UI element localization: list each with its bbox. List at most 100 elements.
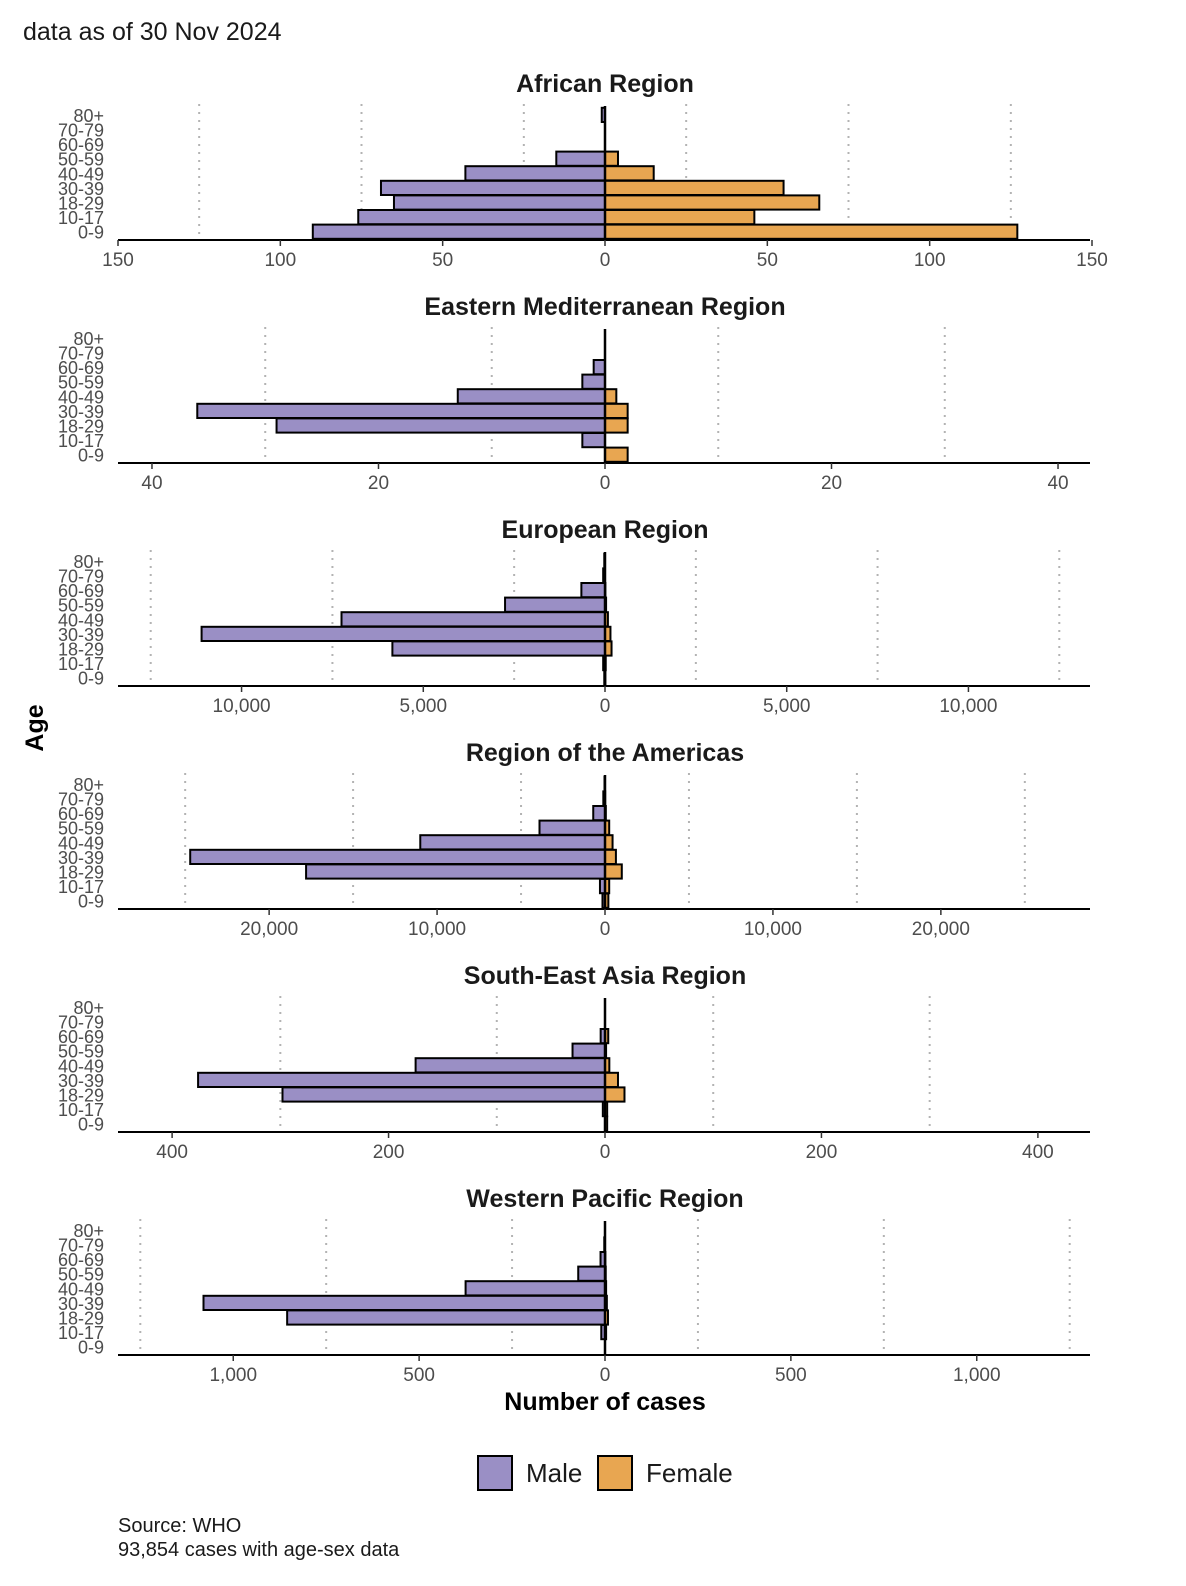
age-tick-label: 70-79 xyxy=(58,121,104,141)
panel-title: Western Pacific Region xyxy=(466,1185,743,1213)
x-tick-label: 500 xyxy=(403,1365,435,1386)
legend-label-female: Female xyxy=(646,1458,733,1488)
age-tick-label: 18-29 xyxy=(58,640,104,660)
age-tick-label: 60-69 xyxy=(58,581,104,601)
age-tick-label: 60-69 xyxy=(58,135,104,155)
bar-male-40-49 xyxy=(464,1280,607,1297)
x-tick-label: 0 xyxy=(600,1142,611,1163)
age-tick-label: 60-69 xyxy=(58,1250,104,1270)
date-note: data as of 30 Nov 2024 xyxy=(23,18,282,46)
x-axis-title: Number of cases xyxy=(504,1388,705,1416)
age-tick-label: 18-29 xyxy=(58,1086,104,1106)
age-tick-label: 0-9 xyxy=(78,1115,104,1135)
source-text: Source: WHO xyxy=(118,1515,242,1537)
x-tick-label: 10,000 xyxy=(213,696,271,717)
x-tick-label: 150 xyxy=(1076,250,1108,271)
bar-female-18-29 xyxy=(604,863,623,880)
bar-male-50-59 xyxy=(555,150,606,167)
age-tick-label: 80+ xyxy=(73,775,104,795)
bar-male-18-29 xyxy=(275,417,606,434)
age-tick-label: 10-17 xyxy=(58,877,104,897)
bar-male-30-39 xyxy=(202,1294,606,1312)
bar-male-40-49 xyxy=(340,611,606,628)
panel-title: European Region xyxy=(502,516,709,544)
age-tick-label: 18-29 xyxy=(58,863,104,883)
x-tick-label: 100 xyxy=(264,250,296,271)
panel: Eastern Mediterranean Region 0-910-1718-2… xyxy=(58,293,1090,494)
x-tick-label: 20 xyxy=(821,473,842,494)
x-tick-label: 20,000 xyxy=(912,919,970,940)
x-tick-label: 1,000 xyxy=(953,1365,1001,1386)
panel: Western Pacific Region 0-910-1718-2930-39… xyxy=(58,1185,1090,1386)
panel-title: Eastern Mediterranean Region xyxy=(424,293,785,321)
panel-title: African Region xyxy=(516,70,694,98)
bar-male-50-59 xyxy=(571,1042,606,1059)
panel-title: South-East Asia Region xyxy=(464,962,746,990)
bar-male-50-59 xyxy=(538,819,606,836)
bar-male-40-49 xyxy=(456,388,607,405)
bar-male-30-39 xyxy=(197,1071,606,1089)
bar-male-18-29 xyxy=(281,1086,606,1103)
age-tick-label: 80+ xyxy=(73,1221,104,1241)
age-tick-label: 18-29 xyxy=(58,417,104,437)
bar-male-40-49 xyxy=(414,1057,606,1074)
panel: European Region 0-910-1718-2930-3940-4950… xyxy=(58,516,1090,717)
age-tick-label: 60-69 xyxy=(58,1027,104,1047)
bar-female-50-59 xyxy=(604,150,619,167)
bar-female-30-39 xyxy=(604,848,617,865)
bar-male-50-59 xyxy=(504,596,606,613)
bar-female-40-49 xyxy=(604,388,618,405)
age-tick-label: 80+ xyxy=(73,106,104,126)
age-tick-label: 50-59 xyxy=(58,1265,104,1285)
bar-male-60-69 xyxy=(580,582,607,599)
age-tick-label: 30-39 xyxy=(58,179,104,199)
age-tick-label: 30-39 xyxy=(58,1294,104,1314)
legend-swatch-male xyxy=(477,1455,513,1491)
x-tick-label: 500 xyxy=(775,1365,807,1386)
x-tick-label: 20 xyxy=(368,473,389,494)
bar-male-40-49 xyxy=(419,834,606,851)
age-tick-label: 80+ xyxy=(73,998,104,1018)
age-tick-label: 40-49 xyxy=(58,1056,104,1076)
age-tick-label: 80+ xyxy=(73,552,104,572)
source-note: Source: WHO 93,854 cases with age-sex da… xyxy=(118,1514,399,1562)
age-tick-label: 0-9 xyxy=(78,892,104,912)
x-tick-label: 50 xyxy=(432,250,453,271)
bar-female-40-49 xyxy=(604,165,655,182)
x-tick-label: 0 xyxy=(600,919,611,940)
bar-male-60-69 xyxy=(592,805,606,822)
age-tick-label: 0-9 xyxy=(78,669,104,689)
cases-count-text: 93,854 cases with age-sex data xyxy=(118,1539,400,1561)
legend-label-male: Male xyxy=(526,1458,582,1488)
age-tick-label: 60-69 xyxy=(58,358,104,378)
bar-female-30-39 xyxy=(604,179,785,197)
x-tick-label: 10,000 xyxy=(939,696,997,717)
age-tick-label: 80+ xyxy=(73,329,104,349)
panels-group: African Region0-910-1718-2930-3940-4950-… xyxy=(58,70,1108,1386)
panel: South-East Asia Region 0-910-1718-2930-39… xyxy=(58,962,1090,1163)
panel: Region of the Americas 0-910-1718-2930-39… xyxy=(58,739,1090,940)
x-tick-label: 200 xyxy=(806,1142,838,1163)
age-tick-label: 10-17 xyxy=(58,1100,104,1120)
age-tick-label: 50-59 xyxy=(58,1042,104,1062)
bar-female-18-29 xyxy=(604,1086,626,1103)
bar-female-18-29 xyxy=(604,194,821,211)
age-tick-label: 70-79 xyxy=(58,790,104,810)
bar-male-10-17 xyxy=(357,209,606,226)
age-tick-label: 40-49 xyxy=(58,164,104,184)
age-tick-label: 40-49 xyxy=(58,610,104,630)
age-tick-label: 10-17 xyxy=(58,208,104,228)
bar-male-50-59 xyxy=(581,373,606,390)
x-tick-label: 40 xyxy=(141,473,162,494)
age-tick-label: 10-17 xyxy=(58,1323,104,1343)
x-tick-label: 5,000 xyxy=(763,696,811,717)
age-tick-label: 0-9 xyxy=(78,446,104,466)
x-tick-label: 10,000 xyxy=(744,919,802,940)
x-tick-label: 40 xyxy=(1047,473,1068,494)
bar-male-30-39 xyxy=(196,402,606,419)
x-tick-label: 0 xyxy=(600,696,611,717)
age-tick-label: 10-17 xyxy=(58,654,104,674)
bar-male-30-39 xyxy=(200,625,607,642)
bar-female-30-39 xyxy=(604,402,629,419)
bar-male-18-29 xyxy=(286,1309,606,1326)
